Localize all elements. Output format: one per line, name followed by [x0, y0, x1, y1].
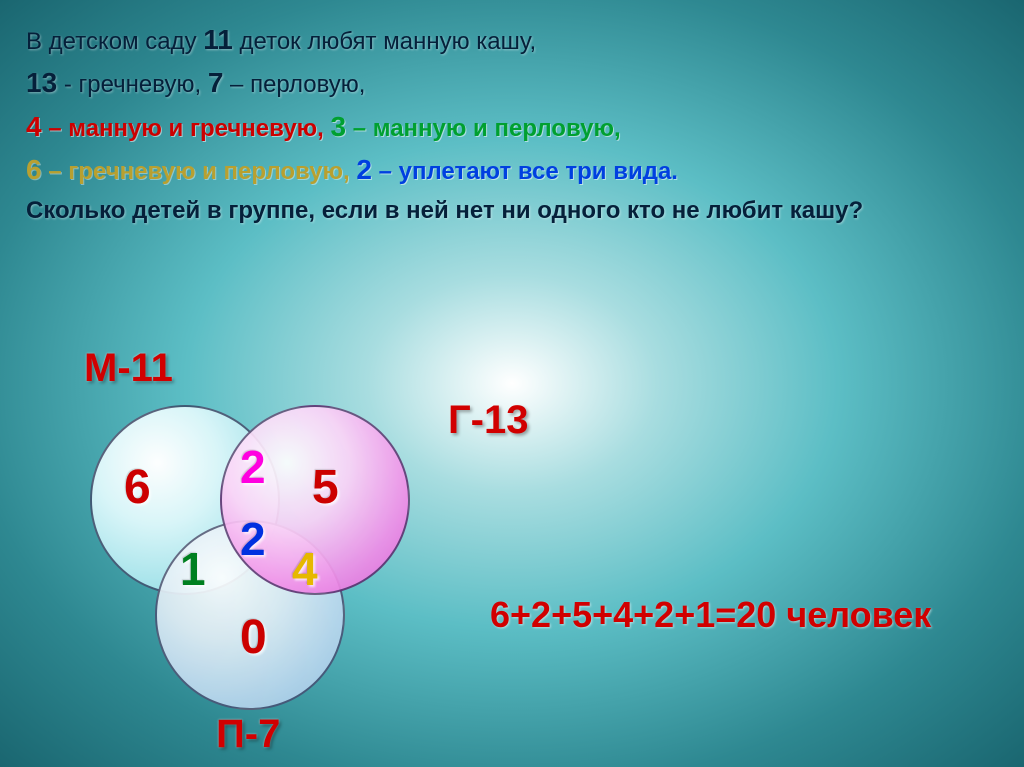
answer-equation: 6+2+5+4+2+1=20 человек — [490, 594, 931, 636]
region-only-g: 5 — [312, 460, 339, 515]
num-6: 6 — [26, 154, 42, 185]
line-5: Сколько детей в группе, если в ней нет н… — [26, 192, 998, 229]
t: – уплетают все три вида. — [372, 158, 678, 185]
region-gp: 4 — [292, 542, 318, 596]
t: – манную и перловую, — [346, 115, 621, 142]
region-mg: 2 — [240, 440, 266, 494]
t: – гречневую и перловую, — [42, 158, 357, 185]
label-p: П-7 — [216, 712, 280, 757]
t: деток любят манную кашу, — [233, 28, 536, 55]
region-mp: 1 — [180, 542, 206, 596]
region-only-p: 0 — [240, 610, 267, 665]
problem-text: В детском саду 11 деток любят манную каш… — [0, 0, 1024, 229]
num-2: 2 — [356, 154, 372, 185]
line-2: 13 - гречневую, 7 – перловую, — [26, 61, 998, 104]
t: – манную и гречневую, — [42, 115, 331, 142]
label-g: Г-13 — [448, 398, 529, 443]
t: В детском саду — [26, 28, 203, 55]
t: - гречневую, — [57, 71, 208, 98]
region-mgp: 2 — [240, 512, 266, 566]
region-only-m: 6 — [124, 460, 151, 515]
num-7: 7 — [208, 67, 224, 98]
num-13: 13 — [26, 67, 57, 98]
num-3: 3 — [331, 111, 347, 142]
venn-diagram: М-11 Г-13 П-7 6 2 5 1 2 4 0 6+2+5+4+2+1=… — [0, 310, 1024, 767]
line-4: 6 – гречневую и перловую, 2 – уплетают в… — [26, 148, 998, 191]
t: – перловую, — [223, 71, 365, 98]
num-4: 4 — [26, 111, 42, 142]
label-m: М-11 — [84, 346, 173, 391]
line-1: В детском саду 11 деток любят манную каш… — [26, 18, 998, 61]
question: Сколько детей в группе, если в ней нет н… — [26, 197, 863, 224]
num-11: 11 — [203, 24, 233, 55]
line-3: 4 – манную и гречневую, 3 – манную и пер… — [26, 105, 998, 148]
